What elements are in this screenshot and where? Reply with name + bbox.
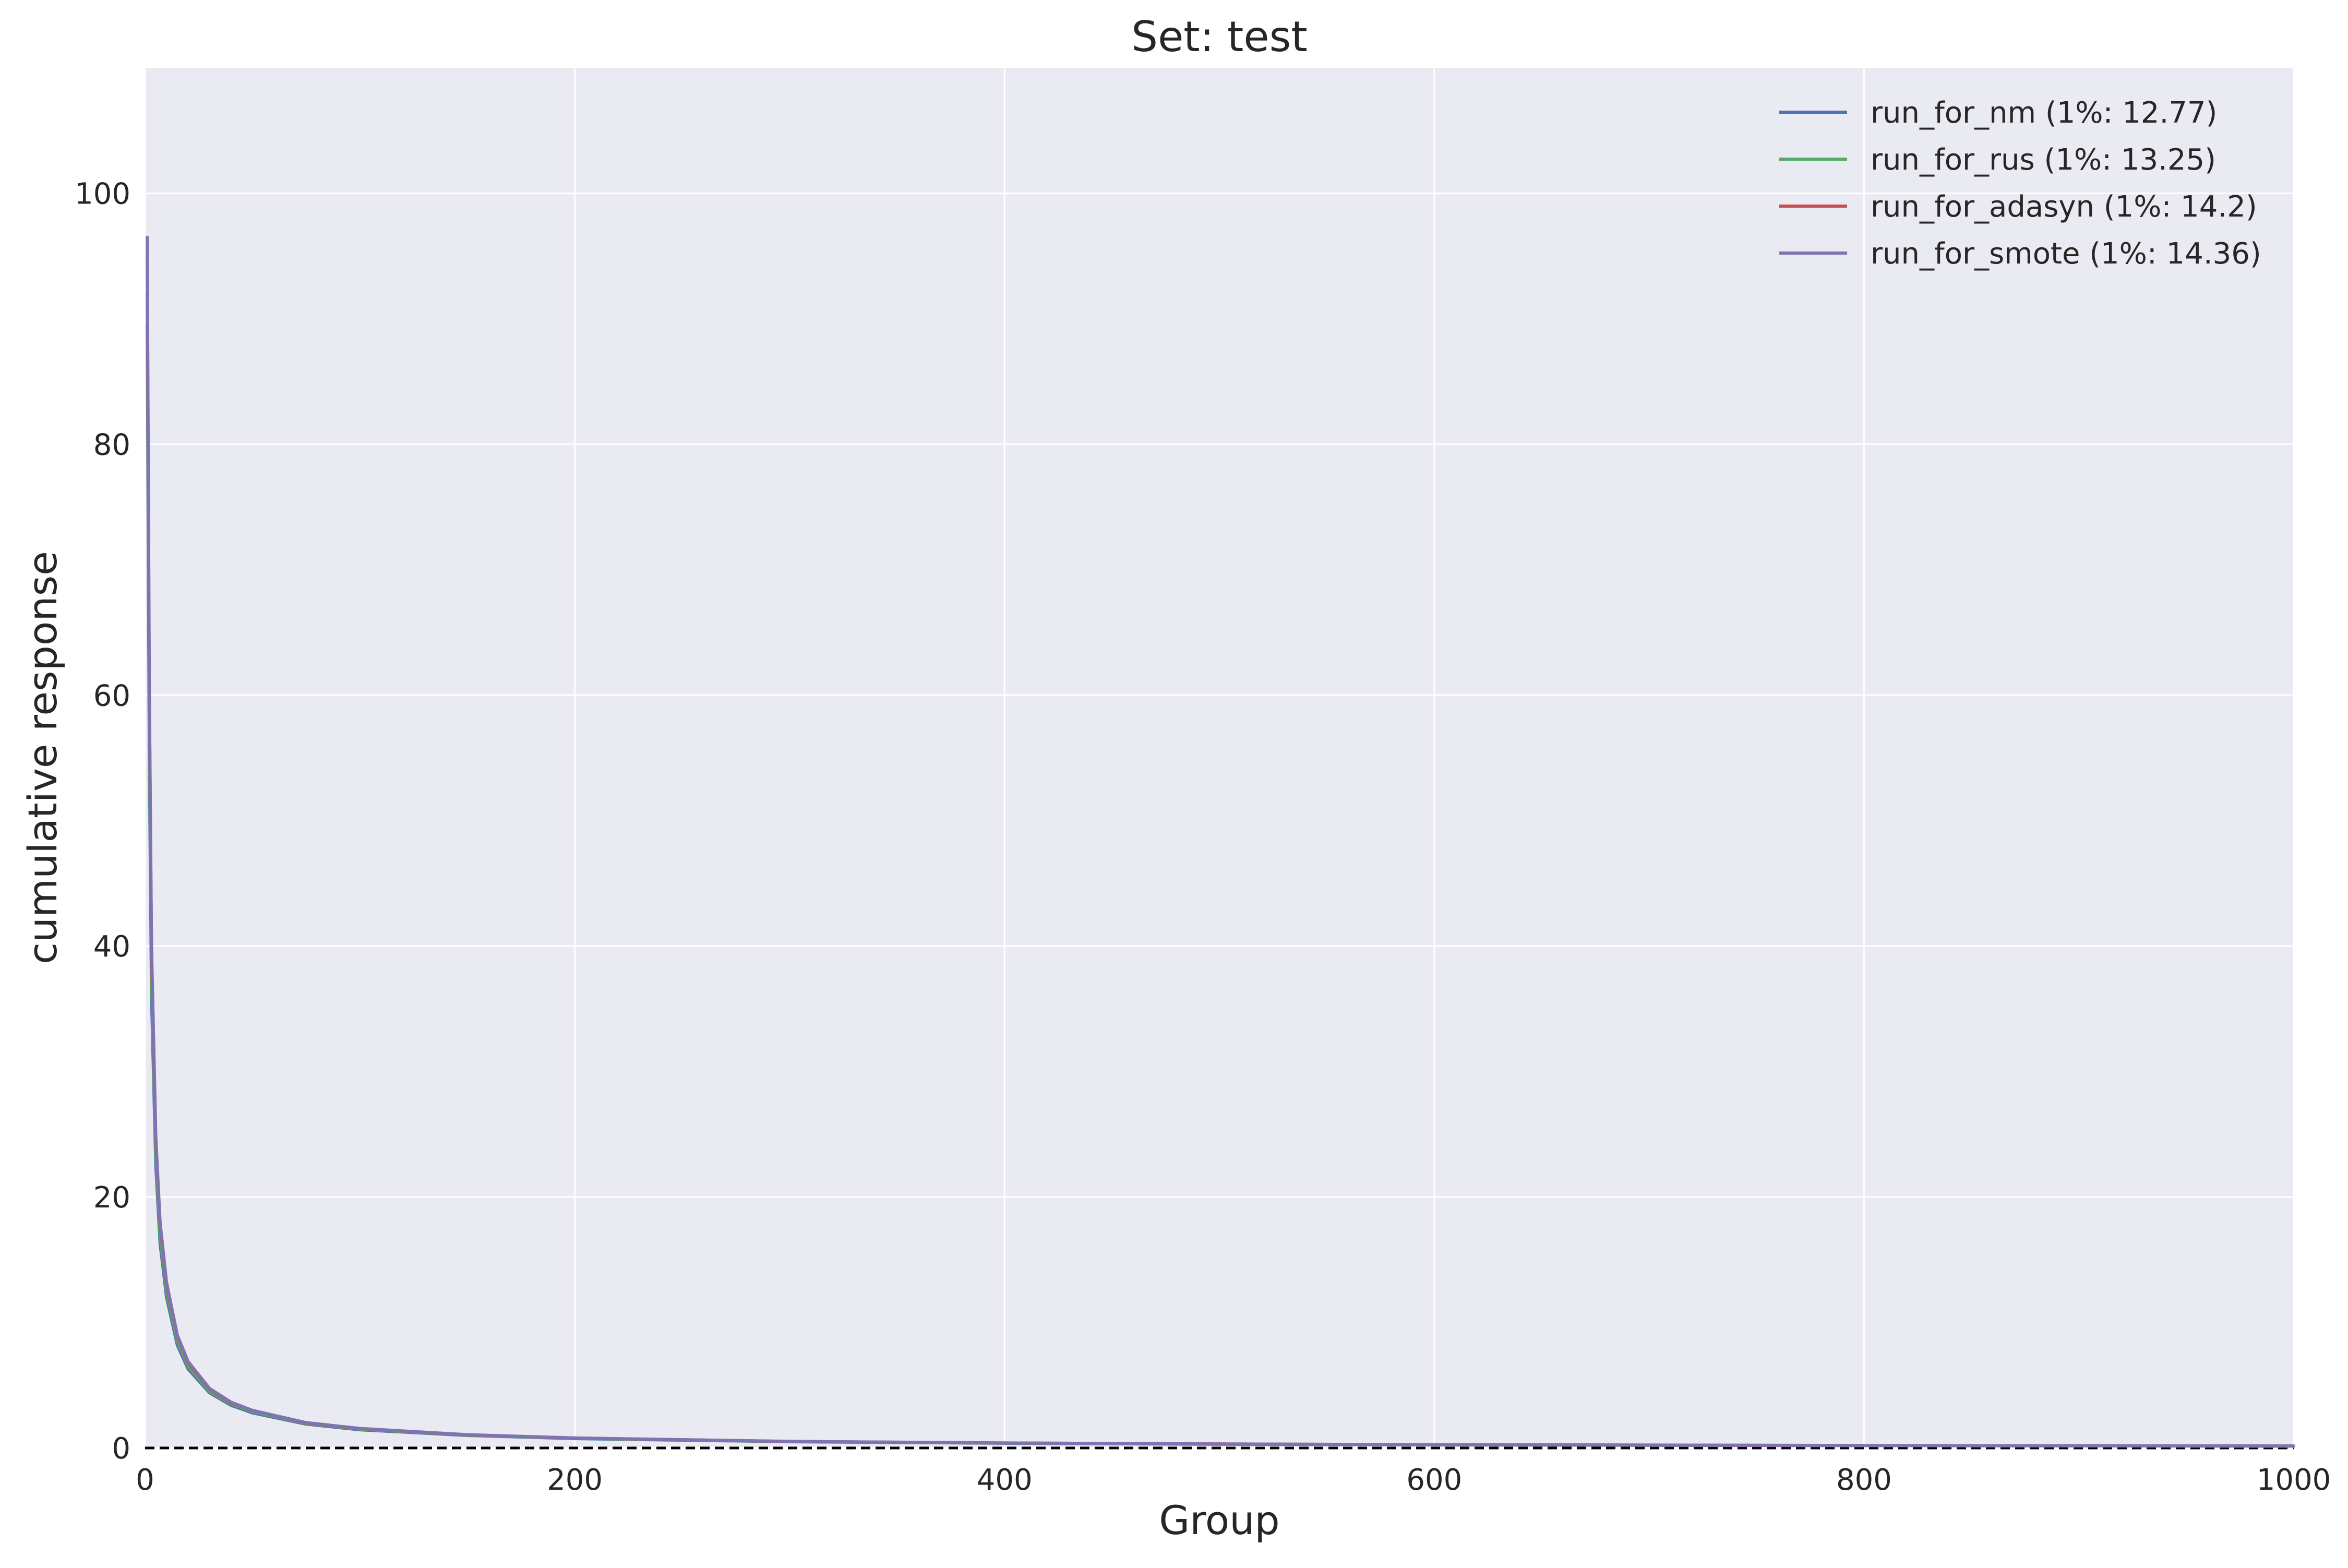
legend: run_for_nm (1%: 12.77) run_for_rus (1%: 1… (1779, 96, 2261, 271)
legend-label-2: run_for_adasyn (1%: 14.2) (1871, 190, 2257, 224)
chart-title: Set: test (1131, 13, 1307, 61)
axis-ticks: 0 200 400 600 800 1000 0 20 40 60 80 100 (75, 177, 2331, 1497)
series-lines (146, 235, 2295, 1448)
legend-label-3: run_for_smote (1%: 14.36) (1871, 237, 2261, 271)
series-line-3 (146, 235, 2295, 1448)
x-axis-label: Group (1159, 1497, 1279, 1543)
y-tick-label: 40 (93, 930, 130, 964)
x-tick-label: 200 (547, 1463, 603, 1497)
y-axis-label: cumulative response (19, 551, 66, 964)
plot-area (145, 68, 2294, 1448)
y-tick-label: 20 (93, 1181, 130, 1215)
y-tick-label: 80 (93, 428, 130, 462)
x-tick-label: 400 (977, 1463, 1033, 1497)
x-tick-label: 0 (136, 1463, 154, 1497)
legend-label-0: run_for_nm (1%: 12.77) (1871, 96, 2217, 130)
x-tick-label: 600 (1406, 1463, 1462, 1497)
y-tick-label: 60 (93, 679, 130, 713)
legend-label-1: run_for_rus (1%: 13.25) (1871, 143, 2216, 177)
x-tick-label: 800 (1836, 1463, 1892, 1497)
y-tick-label: 0 (112, 1432, 130, 1466)
x-tick-label: 1000 (2257, 1463, 2331, 1497)
y-tick-label: 100 (75, 177, 130, 211)
grid (144, 68, 2295, 1449)
